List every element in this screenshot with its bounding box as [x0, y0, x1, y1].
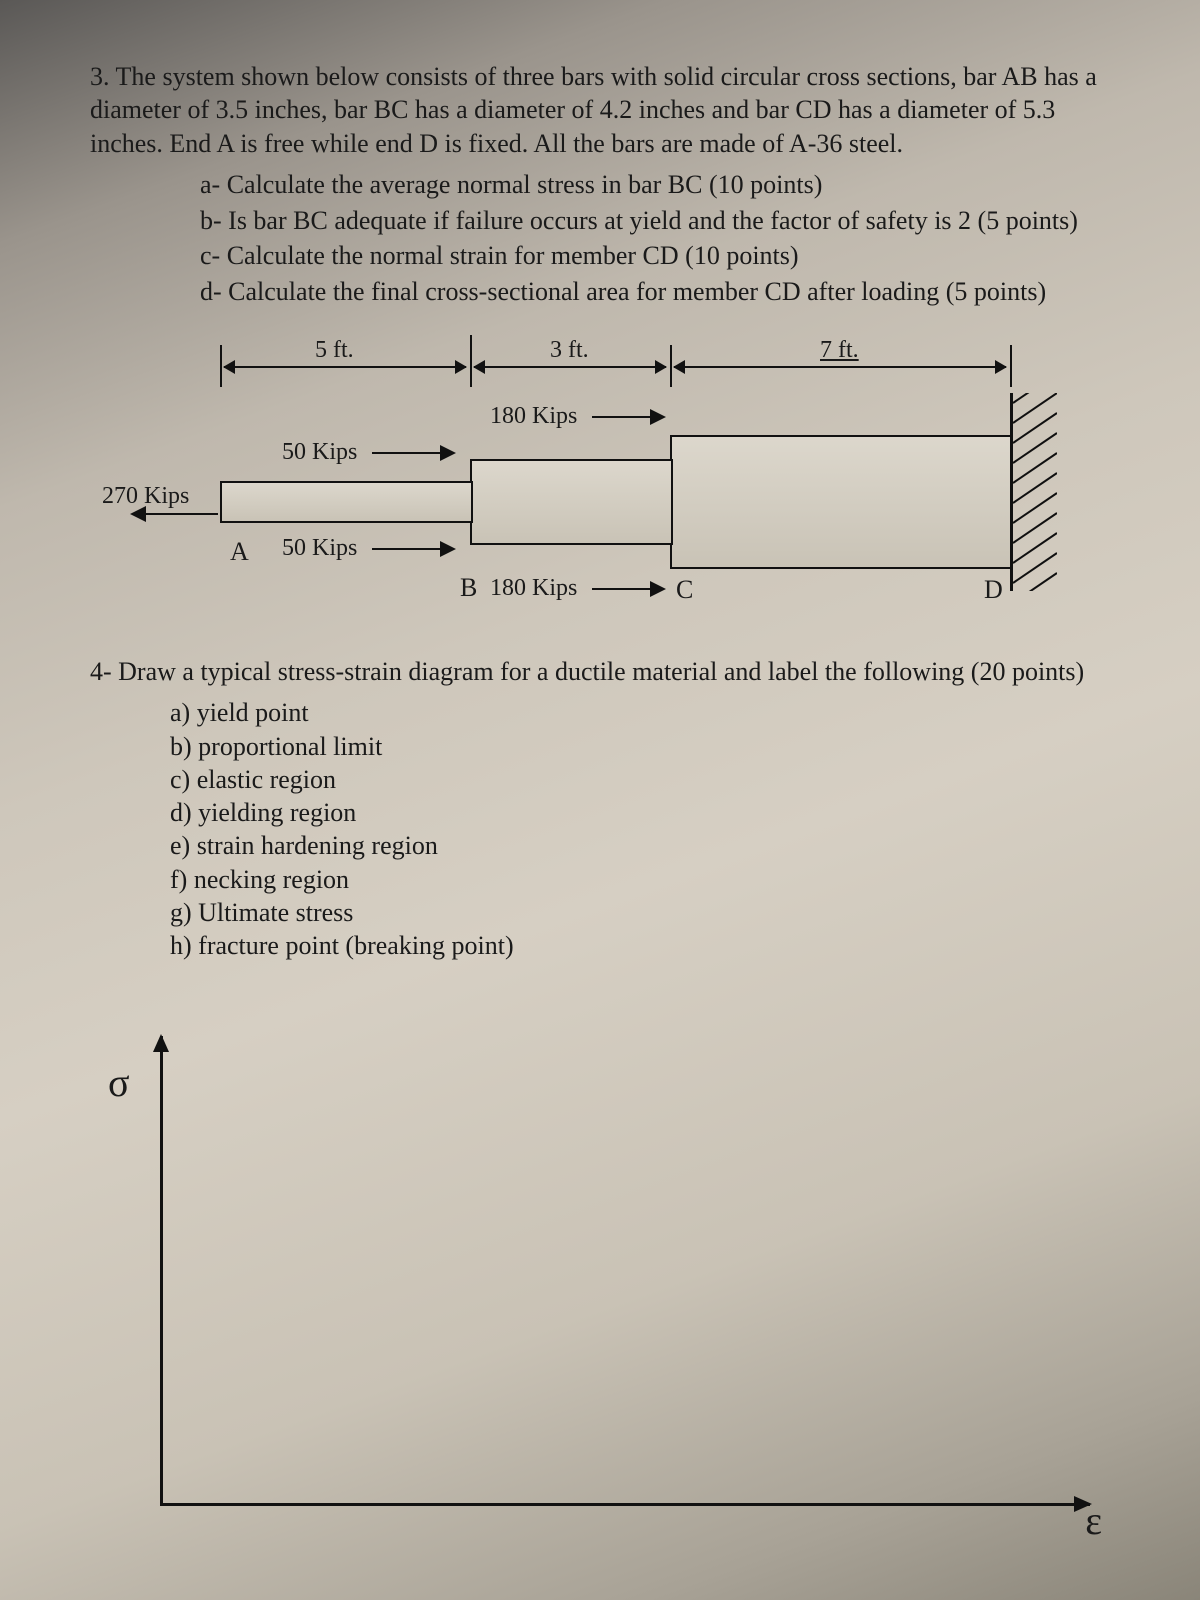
force-c-bot-label: 180 Kips [490, 575, 577, 602]
q4-intro: 4- Draw a typical stress-strain diagram … [90, 655, 1130, 688]
force-c-top-arrow [592, 416, 664, 419]
q3-subparts: a- Calculate the average normal stress i… [200, 168, 1130, 309]
force-a-arrow [132, 513, 218, 516]
bar-bc [470, 459, 673, 545]
bar-ab [220, 481, 473, 523]
dim-arrow [224, 366, 466, 368]
dim-ab: 5 ft. [315, 337, 354, 364]
bar-system-diagram: 5 ft. 3 ft. 7 ft. [90, 331, 1130, 631]
q4-a: a) yield point [170, 696, 1130, 729]
node-a: A [230, 537, 249, 567]
q3-a: a- Calculate the average normal stress i… [200, 168, 1130, 202]
dim-bc: 3 ft. [550, 337, 589, 364]
force-b-top-arrow [372, 452, 454, 455]
q3-intro: 3. The system shown below consists of th… [90, 60, 1130, 160]
dim-arrow [674, 366, 1006, 368]
q4-f: f) necking region [170, 863, 1130, 896]
q4-list: a) yield point b) proportional limit c) … [170, 696, 1130, 962]
dim-tick [220, 345, 222, 387]
force-c-bot-arrow [592, 588, 664, 591]
q4-h: h) fracture point (breaking point) [170, 929, 1130, 962]
q3-b: b- Is bar BC adequate if failure occurs … [200, 204, 1130, 238]
y-axis [160, 1036, 163, 1506]
bar-cd [670, 435, 1013, 569]
dim-arrow [474, 366, 666, 368]
force-c-top-label: 180 Kips [490, 403, 577, 430]
q4-e: e) strain hardening region [170, 829, 1130, 862]
wall-hatch [1013, 393, 1057, 591]
dim-tick [470, 335, 472, 387]
dim-tick [670, 345, 672, 387]
q4-c: c) elastic region [170, 763, 1130, 796]
epsilon-label: ε [1085, 1497, 1102, 1544]
q4-b: b) proportional limit [170, 730, 1130, 763]
node-b: B [460, 573, 477, 603]
q3-d: d- Calculate the final cross-sectional a… [200, 275, 1130, 309]
force-b-top-label: 50 Kips [282, 439, 357, 466]
q4-g: g) Ultimate stress [170, 896, 1130, 929]
dim-tick [1010, 345, 1012, 387]
node-c: C [676, 575, 693, 605]
force-b-bot-arrow [372, 548, 454, 551]
node-d: D [984, 575, 1003, 605]
worksheet-page: 3. The system shown below consists of th… [0, 0, 1200, 1600]
force-b-bot-label: 50 Kips [282, 535, 357, 562]
x-axis [160, 1503, 1090, 1506]
sigma-label: σ [108, 1059, 130, 1106]
dim-cd: 7 ft. [820, 337, 859, 364]
q3-c: c- Calculate the normal strain for membe… [200, 239, 1130, 273]
q4-d: d) yielding region [170, 796, 1130, 829]
stress-strain-axes: σ ε [90, 1026, 1110, 1546]
